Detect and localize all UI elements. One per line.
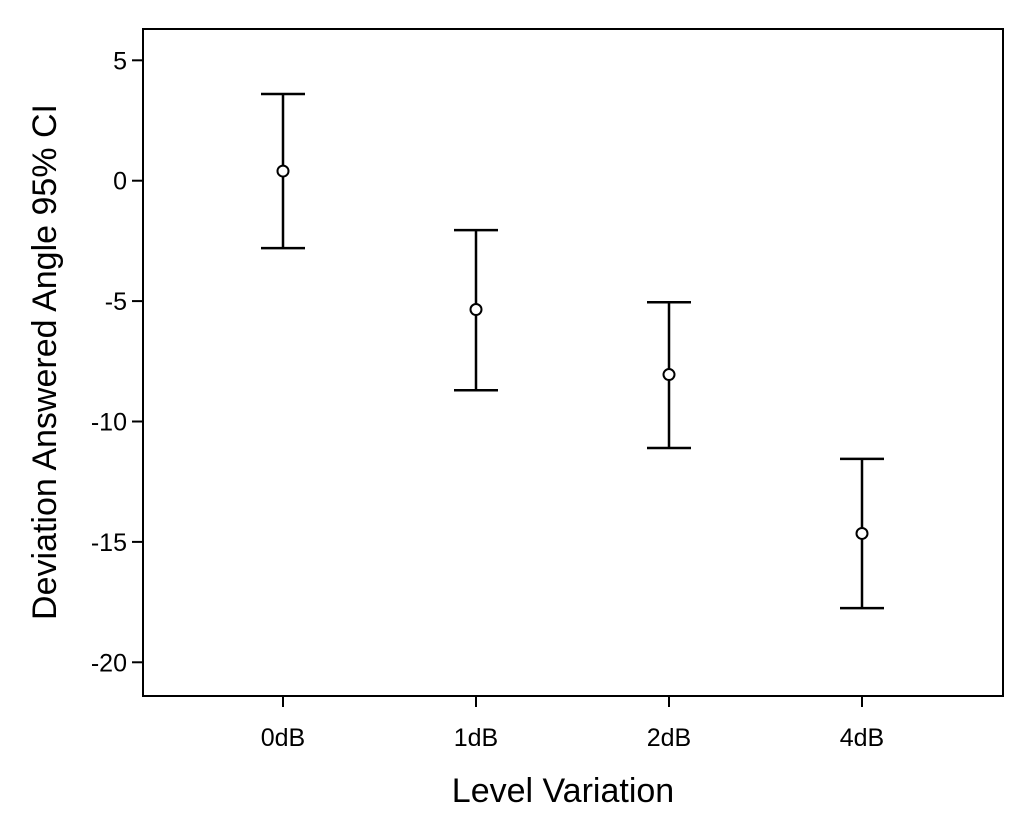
x-tick-label: 2dB: [647, 724, 691, 752]
mean-marker: [855, 526, 869, 540]
x-tick-label: 1dB: [454, 724, 498, 752]
error-bars: [261, 92, 884, 610]
mean-marker: [276, 164, 290, 178]
y-tick-label: -10: [91, 408, 127, 436]
y-axis: 5 0 -5 -10 -15 -20: [91, 47, 143, 677]
y-tick-label: -5: [105, 288, 127, 316]
x-axis: 0dB 1dB 2dB 4dB: [261, 696, 884, 752]
x-axis-title: Level Variation: [452, 772, 674, 810]
x-tick-label: 4dB: [840, 724, 884, 752]
plot-area-frame: [142, 28, 1004, 697]
mean-marker: [662, 368, 676, 382]
x-tick-label: 0dB: [261, 724, 305, 752]
y-tick-label: 5: [113, 47, 127, 75]
y-tick-label: 0: [113, 168, 127, 196]
y-tick-label: -15: [91, 529, 127, 557]
y-axis-title: Deviation Answered Angle 95% CI: [26, 104, 64, 620]
mean-marker: [469, 303, 483, 317]
y-tick-label: -20: [91, 649, 127, 677]
